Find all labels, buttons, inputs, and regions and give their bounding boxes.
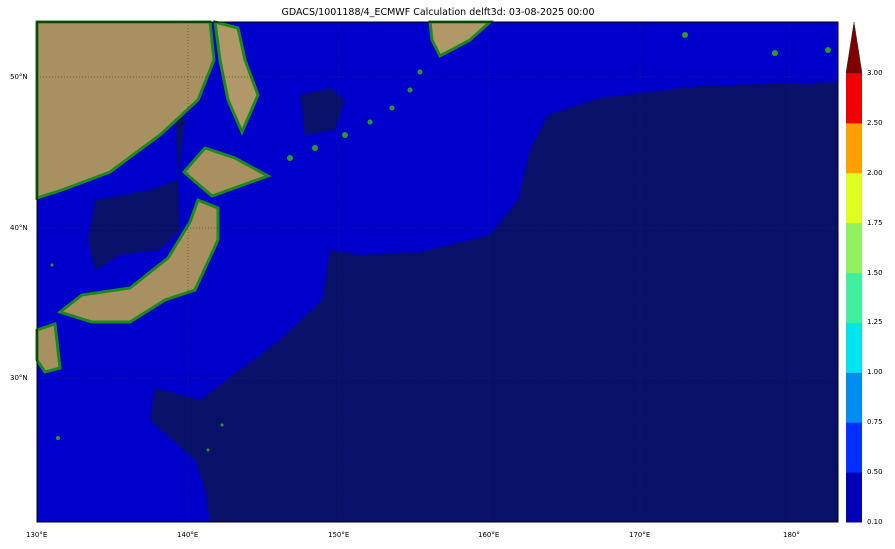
map-title: GDACS/1001188/4_ECMWF Calculation delft3… xyxy=(281,7,595,18)
y-tick: 40°N xyxy=(10,224,28,232)
deep-okhotsk xyxy=(300,88,345,135)
colorbar-tick: 0.10 xyxy=(867,518,883,526)
map-frame xyxy=(36,21,839,523)
graticule xyxy=(37,22,838,522)
colorbar-tick: 1.00 xyxy=(867,368,883,377)
colorbar xyxy=(845,21,863,523)
colorbar-segment xyxy=(846,172,862,224)
colorbar-tick: 1.25 xyxy=(867,318,883,327)
colorbar-extend-arrow xyxy=(845,21,863,74)
colorbar-tick: 1.50 xyxy=(867,268,883,277)
colorbar-segment xyxy=(846,322,862,373)
colorbar-segment xyxy=(846,472,862,523)
colorbar-tick: 0.50 xyxy=(867,468,883,477)
x-tick: 140°E xyxy=(177,531,199,539)
x-tick: 150°E xyxy=(328,531,350,539)
y-tick: 50°N xyxy=(10,73,28,81)
colorbar-tick: 1.75 xyxy=(867,218,883,227)
deep-ocean xyxy=(150,82,838,522)
x-tick: 180° xyxy=(783,531,800,539)
colorbar-tick: 2.00 xyxy=(867,168,883,177)
x-tick: 130°E xyxy=(26,531,48,539)
x-tick: 170°E xyxy=(629,531,651,539)
colorbar-segment xyxy=(846,222,862,274)
colorbar-segment xyxy=(846,422,862,473)
land xyxy=(35,19,494,374)
colorbar-segment xyxy=(846,122,862,174)
y-tick: 30°N xyxy=(10,374,28,382)
colorbar-segment xyxy=(846,73,862,124)
deep-sea-of-japan xyxy=(88,100,185,270)
colorbar-tick: 2.50 xyxy=(867,118,883,127)
islands xyxy=(50,32,831,452)
colorbar-segment xyxy=(846,272,862,323)
colorbar-tick: 3.00 xyxy=(867,69,883,77)
colorbar-segment xyxy=(846,372,862,423)
colorbar-tick: 0.75 xyxy=(867,418,883,427)
x-tick: 160°E xyxy=(478,531,500,539)
